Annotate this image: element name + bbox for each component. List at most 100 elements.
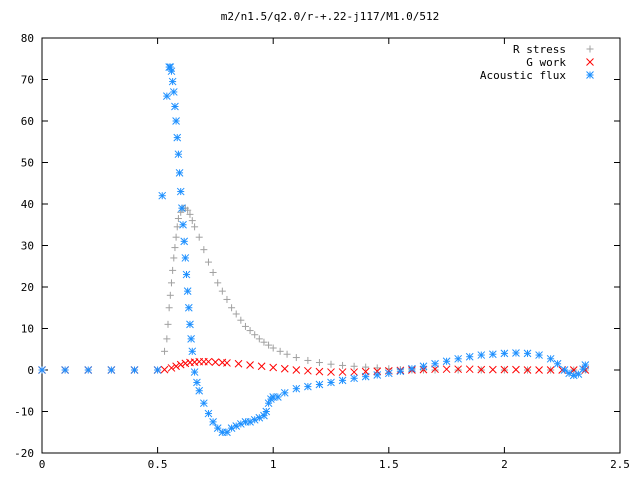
- point-acoustic-flux: [280, 388, 289, 397]
- point-acoustic-flux: [350, 374, 358, 383]
- point-r-stress: [327, 360, 335, 368]
- point-r-stress: [228, 304, 236, 312]
- series-r-stress: [161, 204, 589, 374]
- point-r-stress: [161, 347, 169, 355]
- point-acoustic-flux: [304, 382, 312, 391]
- point-g-work: [204, 357, 213, 366]
- point-r-stress: [373, 364, 381, 372]
- point-r-stress: [173, 223, 181, 231]
- y-tick-label: 80: [21, 32, 34, 45]
- point-acoustic-flux: [187, 335, 195, 343]
- x-tick-label: 2.5: [610, 458, 630, 471]
- point-g-work: [269, 363, 278, 372]
- point-g-work: [246, 361, 254, 369]
- point-acoustic-flux: [167, 67, 176, 76]
- point-g-work: [338, 368, 347, 376]
- y-tick-label: 60: [21, 115, 34, 128]
- point-g-work: [523, 366, 532, 374]
- point-acoustic-flux: [180, 237, 189, 246]
- point-r-stress: [283, 350, 291, 358]
- point-acoustic-flux: [477, 351, 486, 359]
- legend-label-r-stress: R stress: [513, 43, 566, 56]
- chart-title: m2/n1.5/q2.0/r-+.22-j117/M1.0/512: [221, 10, 440, 23]
- point-acoustic-flux: [209, 418, 217, 426]
- point-r-stress: [172, 233, 180, 241]
- point-acoustic-flux: [223, 428, 231, 437]
- y-tick-label: 40: [21, 198, 34, 211]
- point-acoustic-flux: [61, 366, 69, 374]
- point-g-work: [431, 365, 439, 374]
- point-g-work: [500, 365, 509, 374]
- point-g-work: [181, 359, 190, 368]
- point-acoustic-flux: [488, 350, 497, 359]
- point-acoustic-flux: [171, 102, 179, 111]
- point-g-work: [350, 368, 358, 376]
- point-g-work: [292, 366, 301, 374]
- point-r-stress: [265, 341, 273, 349]
- point-r-stress: [169, 266, 177, 274]
- point-g-work: [442, 365, 451, 374]
- point-acoustic-flux: [184, 303, 193, 312]
- y-tick-label: 20: [21, 281, 34, 294]
- point-acoustic-flux: [153, 366, 162, 374]
- point-acoustic-flux: [162, 92, 171, 100]
- point-acoustic-flux: [560, 366, 569, 374]
- point-acoustic-flux: [173, 133, 182, 142]
- y-tick-label: -20: [14, 447, 34, 460]
- point-r-stress: [237, 316, 245, 324]
- y-tick-label: 70: [21, 74, 34, 87]
- point-r-stress: [165, 304, 173, 312]
- point-g-work: [488, 365, 497, 374]
- point-r-stress: [431, 366, 439, 374]
- point-g-work: [234, 359, 243, 368]
- point-g-work: [304, 366, 312, 375]
- point-acoustic-flux: [190, 368, 199, 376]
- point-acoustic-flux: [581, 361, 590, 369]
- point-g-work: [477, 365, 486, 374]
- point-acoustic-flux: [182, 270, 191, 279]
- point-g-work: [465, 365, 474, 374]
- point-g-work: [280, 364, 289, 373]
- point-acoustic-flux: [84, 366, 93, 374]
- legend-label-acoustic-flux: Acoustic flux: [480, 69, 566, 82]
- point-acoustic-flux: [130, 366, 139, 374]
- point-r-stress: [292, 354, 300, 362]
- point-acoustic-flux: [186, 320, 194, 329]
- point-r-stress: [164, 320, 172, 328]
- point-acoustic-flux: [38, 366, 46, 374]
- point-r-stress: [223, 295, 231, 303]
- plot-frame: [41, 37, 621, 454]
- y-tick-label: 30: [21, 240, 34, 253]
- series-g-work: [38, 357, 590, 376]
- point-acoustic-flux: [512, 349, 520, 357]
- point-r-stress: [255, 335, 263, 343]
- point-acoustic-flux: [183, 287, 192, 296]
- point-r-stress: [218, 287, 226, 295]
- point-r-stress: [209, 268, 217, 276]
- point-acoustic-flux: [553, 359, 562, 368]
- point-g-work: [172, 362, 180, 371]
- point-g-work: [223, 359, 231, 367]
- y-tick-label: 0: [27, 364, 34, 377]
- point-g-work: [546, 366, 555, 374]
- point-r-stress: [200, 246, 208, 254]
- point-acoustic-flux: [500, 349, 509, 358]
- point-acoustic-flux: [361, 372, 370, 381]
- point-g-work: [167, 364, 176, 372]
- point-r-stress: [241, 322, 249, 330]
- point-acoustic-flux: [373, 371, 382, 379]
- point-acoustic-flux: [175, 169, 184, 177]
- point-r-stress: [246, 327, 254, 335]
- point-acoustic-flux: [327, 378, 335, 387]
- point-acoustic-flux: [546, 354, 555, 363]
- point-acoustic-flux: [465, 352, 474, 361]
- point-r-stress: [191, 223, 199, 231]
- point-acoustic-flux: [523, 349, 532, 358]
- point-acoustic-flux: [176, 187, 185, 196]
- point-g-work: [327, 368, 335, 376]
- y-tick-label: 10: [21, 323, 34, 336]
- y-tick-label: 50: [21, 157, 34, 170]
- point-acoustic-flux: [315, 380, 324, 389]
- point-acoustic-flux: [178, 204, 186, 213]
